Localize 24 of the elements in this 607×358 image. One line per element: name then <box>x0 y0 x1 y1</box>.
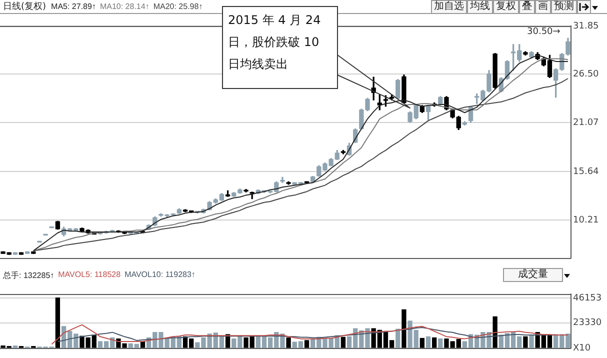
text: 复权 <box>493 0 519 14</box>
text: MA20: 25.98↑ <box>153 2 203 11</box>
y-tick-label: 31.85 <box>573 21 599 32</box>
text: 总手: 132285↑ <box>3 270 54 280</box>
text: MA10: 28.14↑ <box>100 2 150 11</box>
text: 画 <box>535 0 551 14</box>
text: 成交量 <box>503 268 563 282</box>
y-tick-label: 10.21 <box>573 216 599 226</box>
annotation: 2015 年 4 月 24 日，股价跌破 10 日均线卖出 <box>222 6 338 89</box>
text: 叠 <box>519 0 535 14</box>
text: 预测 <box>551 0 577 14</box>
text: MA5: 27.89↑ <box>51 2 96 11</box>
text: MAVOL10: 119283↑ <box>124 270 196 280</box>
y-tick-label: X10 <box>573 343 591 354</box>
y-tick-label: 15.64 <box>573 166 600 177</box>
text: MAVOL5: 118528 <box>58 270 121 280</box>
y-tick-label: 23330 <box>573 318 602 328</box>
y-tick-label: 21.07 <box>573 118 599 128</box>
annotation: 30.50→ <box>527 27 560 37</box>
y-tick-label: 26.50 <box>573 69 600 80</box>
text: 加自选 <box>431 0 467 14</box>
y-tick-label: 46153 <box>573 294 602 304</box>
chart-title: 日线(复权) <box>3 0 46 13</box>
text: 均线 <box>467 0 493 14</box>
